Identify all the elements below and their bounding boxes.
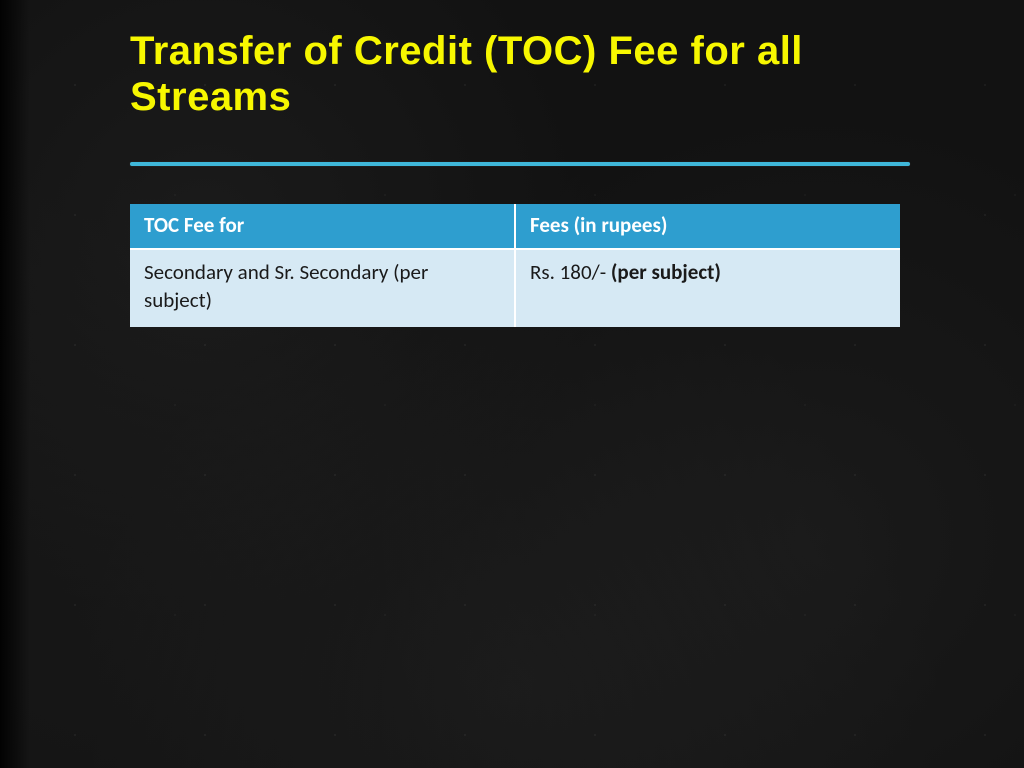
slide-title: Transfer of Credit (TOC) Fee for all Str…	[130, 28, 910, 120]
header-cell-toc-fee-for: TOC Fee for	[130, 204, 515, 249]
table-header-row: TOC Fee for Fees (in rupees)	[130, 204, 900, 249]
table-row: Secondary and Sr. Secondary (per subject…	[130, 249, 900, 327]
divider-line	[130, 162, 910, 166]
cell-fee: Rs. 180/- (per subject)	[515, 249, 900, 327]
cell-label: Secondary and Sr. Secondary (per subject…	[130, 249, 515, 327]
header-cell-fees: Fees (in rupees)	[515, 204, 900, 249]
fee-table: TOC Fee for Fees (in rupees) Secondary a…	[130, 204, 900, 327]
fee-bold-part: (per subject)	[611, 259, 721, 285]
fee-table-container: TOC Fee for Fees (in rupees) Secondary a…	[130, 204, 900, 327]
fee-prefix: Rs. 180/-	[530, 259, 611, 285]
slide: Transfer of Credit (TOC) Fee for all Str…	[0, 0, 1024, 768]
